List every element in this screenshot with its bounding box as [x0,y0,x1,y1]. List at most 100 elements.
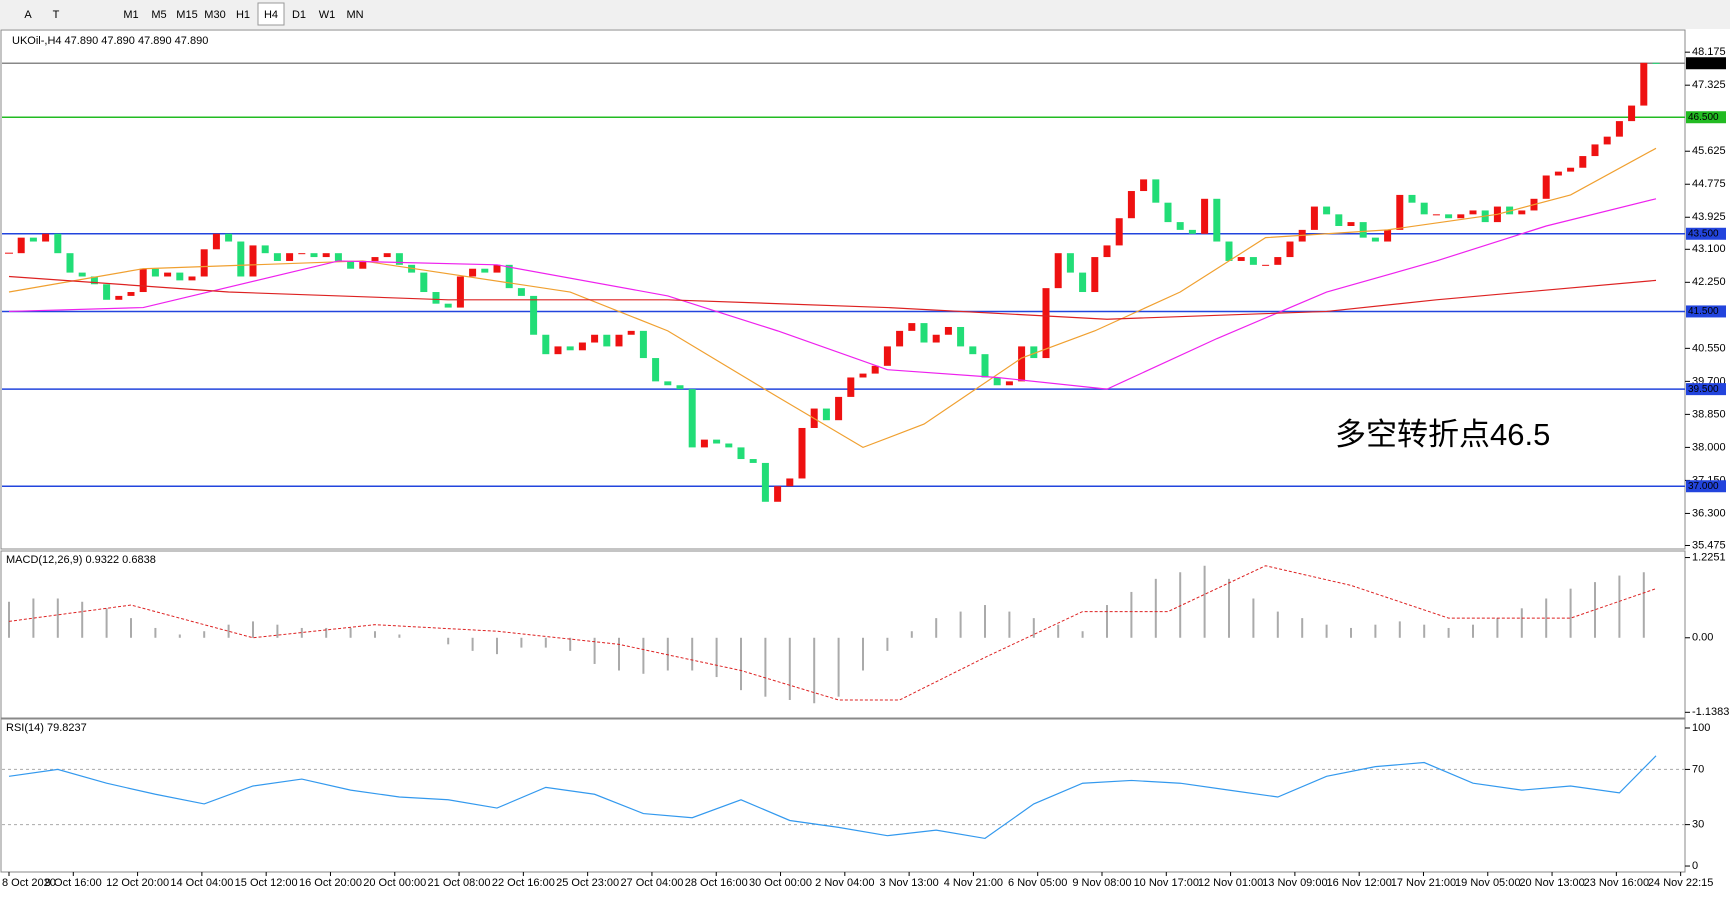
candle [1066,253,1074,273]
x-tick-label: 21 Oct 08:00 [428,877,491,889]
tool-button[interactable]: A [24,9,32,21]
y-tick-label: 100 [1692,722,1710,734]
price-label-box [1686,111,1726,124]
candle [1420,202,1428,215]
timeframe-button[interactable]: H4 [264,9,278,21]
candle [1091,257,1099,293]
y-tick-label: 38.850 [1692,408,1726,420]
candle [981,354,989,378]
candle [530,295,538,335]
candle [188,276,196,281]
candle [920,323,928,343]
timeframe-button[interactable]: D1 [292,9,306,21]
candle [822,408,830,421]
x-tick-label: 28 Oct 16:00 [685,877,748,889]
moving-average [8,147,1657,449]
candle [420,272,428,293]
x-tick-label: 14 Oct 04:00 [170,877,233,889]
candle [1201,198,1209,234]
candle [591,334,599,343]
y-tick-label: 43.100 [1692,243,1726,255]
y-tick-label: 45.625 [1692,145,1726,157]
candle [688,389,696,448]
timeframe-button[interactable]: M15 [176,9,197,21]
candle [310,253,318,258]
rsi-line [8,755,1657,840]
toolbar [0,0,1730,29]
candle [969,346,977,355]
candle [469,268,477,277]
candle [1152,179,1160,203]
macd-panel [0,550,1686,719]
candle [566,346,574,351]
candle [932,334,940,343]
candle [1237,257,1245,261]
x-tick-label: 16 Oct 20:00 [299,877,362,889]
candle [1188,229,1196,234]
x-tick-label: 19 Nov 05:00 [1455,877,1520,889]
price-label-box [1686,305,1726,318]
candle [627,330,635,335]
candle [1445,214,1453,219]
y-tick-label: 43.925 [1692,211,1726,223]
candle [615,334,623,347]
y-tick-label: 42.250 [1692,276,1726,288]
macd-signal [8,565,1657,701]
y-tick-label: -1.1383 [1692,706,1729,718]
price-label: 41.500 [1688,306,1719,317]
timeframe-button[interactable]: MN [346,9,363,21]
timeframe-button[interactable]: W1 [319,9,336,21]
x-tick-label: 12 Nov 01:00 [1198,877,1263,889]
tool-button[interactable]: T [53,9,60,21]
price-label: 37.000 [1688,481,1719,492]
y-tick-label: 70 [1692,763,1704,775]
candle [1603,136,1611,145]
candle [225,233,233,242]
candle [395,253,403,265]
candle [1176,222,1184,230]
price-label: 39.500 [1688,384,1719,395]
candle [115,295,123,300]
candle [1030,346,1038,359]
candle [493,264,501,273]
timeframe-button[interactable]: H1 [236,9,250,21]
candle [1579,156,1587,168]
candle [1432,214,1440,216]
candle [957,326,965,347]
candle [676,385,684,390]
candle [139,268,147,293]
candle [664,381,672,386]
candle [1554,171,1562,176]
candle [1518,210,1526,215]
candle [261,245,269,254]
candle [286,253,294,261]
price-label: 47.890 [1688,58,1719,69]
candle [322,253,330,258]
price-label: 43.500 [1688,228,1719,239]
price-label-box [1686,383,1726,396]
candle [1347,222,1355,226]
candle [1384,229,1392,242]
main-panel [0,29,1686,550]
candle [90,276,98,285]
candle [1249,257,1257,265]
candle [334,253,342,261]
candle [1396,194,1404,230]
moving-average [8,275,1657,320]
timeframe-button[interactable]: M5 [151,9,166,21]
annotation: 多空转折点46.5 [1335,417,1550,452]
y-tick-label: 40.550 [1692,342,1726,354]
moving-average [8,198,1657,390]
timeframe-button[interactable]: M30 [204,9,225,21]
candle [1127,191,1135,219]
x-tick-label: 30 Oct 00:00 [749,877,812,889]
y-tick-label: 48.175 [1692,46,1726,58]
candle [371,257,379,261]
timeframe-button[interactable]: M1 [123,9,138,21]
y-tick-label: 47.325 [1692,79,1726,91]
candle [383,253,391,258]
candle [1652,62,1660,64]
rsi-header: RSI(14) 79.8237 [6,722,87,734]
x-tick-label: 9 Nov 08:00 [1072,877,1131,889]
candle [151,268,159,277]
